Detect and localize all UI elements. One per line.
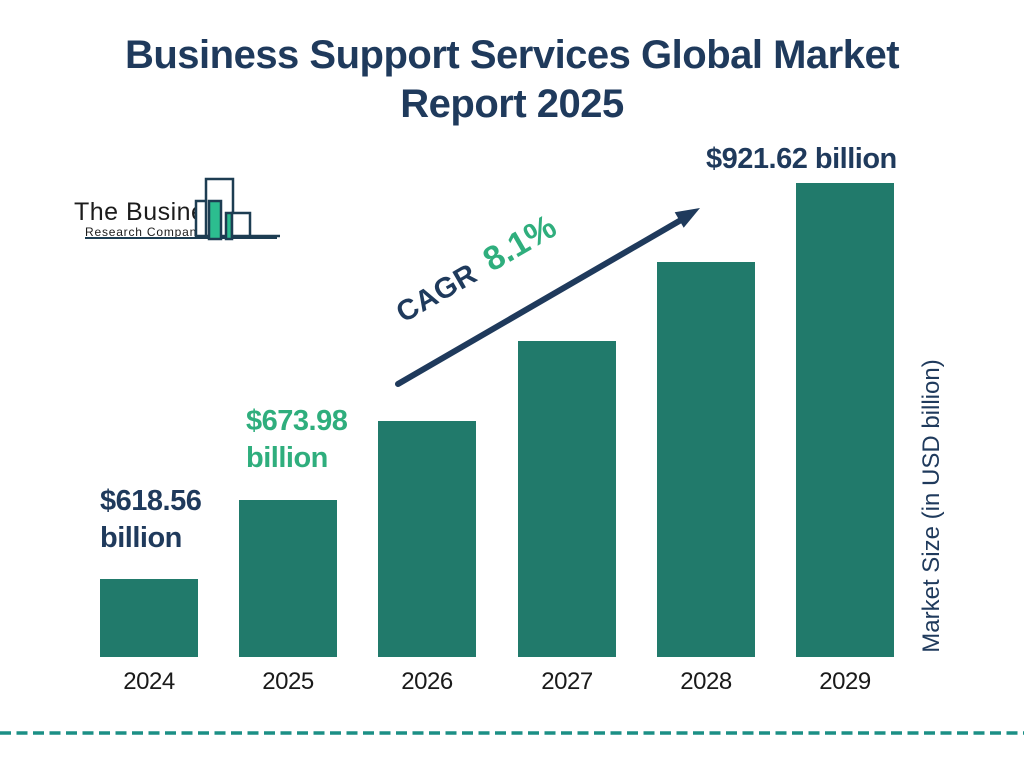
logo: The Business Research Company [62,176,290,248]
bar-2024 [100,579,198,657]
bar-2027 [518,341,616,657]
value-label-2025: $673.98 billion [246,405,348,474]
growth-arrow-icon [395,208,700,387]
logo-underline [85,237,277,239]
logo-subname: Research Company [85,225,204,239]
value-label-2029: $921.62 billion [706,143,897,175]
x-axis-label-2024: 2024 [123,668,175,695]
logo-bar-chart-icon [194,177,280,241]
bottom-dashed-line [0,731,1024,735]
x-axis-label-2025: 2025 [262,668,314,695]
y-axis-title: Market Size (in USD billion) [918,359,945,653]
x-axis-label-2029: 2029 [819,668,871,695]
bar-2026 [378,421,476,657]
bar-2025 [239,500,337,657]
bar-2028 [657,262,755,657]
value-label-2024: $618.56 billion [100,485,202,554]
page-title: Business Support Services Global Market … [124,33,900,126]
x-axis-label-2028: 2028 [680,668,732,695]
x-axis-label-2027: 2027 [541,668,593,695]
x-axis-label-2026: 2026 [401,668,453,695]
bar-2029 [796,183,894,657]
